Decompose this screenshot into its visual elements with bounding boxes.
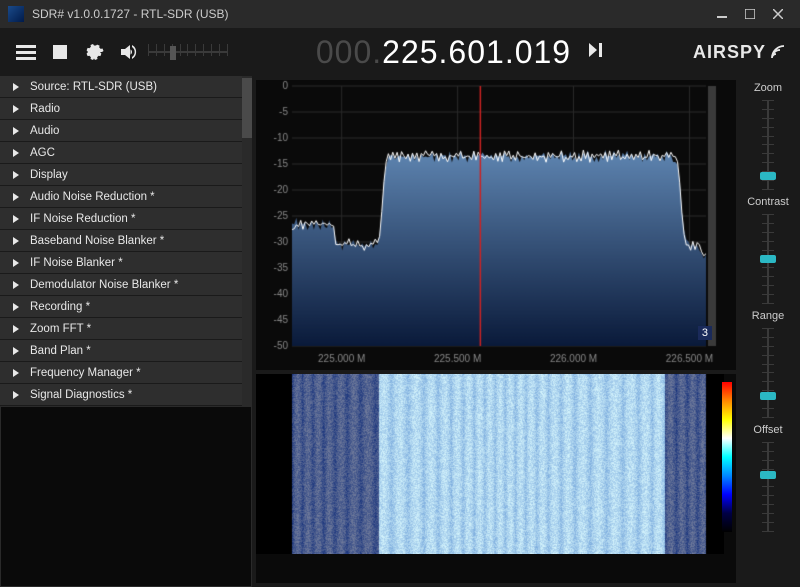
app-icon (8, 6, 24, 22)
spectrum-marker-label: 3 (698, 326, 712, 340)
panel-item-label: Audio Noise Reduction * (30, 191, 155, 203)
sidebar: Source: RTL-SDR (USB) Radio Audio AGC Displa… (0, 76, 252, 587)
brand-logo: AIRSPY (693, 42, 788, 63)
expand-icon (12, 391, 20, 399)
frequency-display[interactable]: 000.225.601.019 (316, 34, 571, 71)
panel-item[interactable]: Demodulator Noise Blanker * (0, 274, 242, 296)
panel-item[interactable]: Zoom FFT * (0, 318, 242, 340)
panel-item-label: Recording * (30, 301, 90, 313)
settings-button[interactable] (80, 38, 108, 66)
zoom-slider[interactable] (756, 96, 780, 194)
waterfall-colorbar (722, 382, 732, 532)
panel-item-label: Radio (30, 103, 60, 115)
panel-item-label: AGC (30, 147, 55, 159)
panel-item-label: Display (30, 169, 68, 181)
panel-item-label: Audio (30, 125, 59, 137)
expand-icon (12, 369, 20, 377)
offset-slider[interactable] (756, 438, 780, 536)
panel-item[interactable]: Audio Noise Reduction * (0, 186, 242, 208)
stop-button[interactable] (46, 38, 74, 66)
waterfall-display[interactable] (256, 374, 736, 583)
expand-icon (12, 149, 20, 157)
sidebar-scrollbar[interactable] (242, 76, 252, 406)
panel-item[interactable]: Recording * (0, 296, 242, 318)
slider-label: Offset (753, 424, 782, 436)
panel-item-label: Signal Diagnostics * (30, 389, 132, 401)
panel-item[interactable]: Source: RTL-SDR (USB) (0, 76, 242, 98)
expand-icon (12, 215, 20, 223)
panel-item[interactable]: Display (0, 164, 242, 186)
panel-item[interactable]: IF Noise Blanker * (0, 252, 242, 274)
panel-item[interactable]: Band Plan * (0, 340, 242, 362)
panel-item-label: Demodulator Noise Blanker * (30, 279, 178, 291)
expand-icon (12, 127, 20, 135)
close-button[interactable] (764, 4, 792, 24)
panel-list: Source: RTL-SDR (USB) Radio Audio AGC Displa… (0, 76, 242, 406)
minimize-button[interactable] (708, 4, 736, 24)
spectrum-display[interactable]: 3 (256, 80, 736, 370)
panel-item-label: Zoom FFT * (30, 323, 91, 335)
panel-item[interactable]: Radio (0, 98, 242, 120)
slider-group: Offset (753, 424, 782, 536)
volume-button[interactable] (114, 38, 142, 66)
expand-icon (12, 347, 20, 355)
maximize-button[interactable] (736, 4, 764, 24)
expand-icon (12, 259, 20, 267)
titlebar: SDR# v1.0.0.1727 - RTL-SDR (USB) (0, 0, 800, 28)
expand-icon (12, 83, 20, 91)
expand-icon (12, 237, 20, 245)
expand-icon (12, 105, 20, 113)
slider-label: Range (752, 310, 784, 322)
panel-item[interactable]: IF Noise Reduction * (0, 208, 242, 230)
panel-item-label: Source: RTL-SDR (USB) (30, 81, 157, 93)
step-forward-button[interactable] (587, 41, 605, 64)
menu-button[interactable] (12, 38, 40, 66)
panel-item[interactable]: Audio (0, 120, 242, 142)
panel-item[interactable]: Frequency Manager * (0, 362, 242, 384)
toolbar: 000.225.601.019 AIRSPY (0, 28, 800, 76)
slider-group: Zoom (754, 82, 782, 194)
window-title: SDR# v1.0.0.1727 - RTL-SDR (USB) (32, 7, 708, 21)
slider-label: Contrast (747, 196, 789, 208)
panel-item[interactable]: Baseband Noise Blanker * (0, 230, 242, 252)
expand-icon (12, 281, 20, 289)
range-slider[interactable] (756, 324, 780, 422)
expand-icon (12, 171, 20, 179)
panel-item[interactable]: AGC (0, 142, 242, 164)
right-slider-bar: Zoom Contrast Range Offset (736, 76, 800, 587)
contrast-slider[interactable] (756, 210, 780, 308)
sidebar-empty-area (0, 406, 252, 587)
panel-item-label: Frequency Manager * (30, 367, 141, 379)
slider-group: Contrast (747, 196, 789, 308)
panel-item[interactable]: Signal Diagnostics * (0, 384, 242, 406)
slider-label: Zoom (754, 82, 782, 94)
panel-item-label: Band Plan * (30, 345, 91, 357)
panel-item-label: IF Noise Reduction * (30, 213, 135, 225)
slider-group: Range (752, 310, 784, 422)
panel-item-label: Baseband Noise Blanker * (30, 235, 164, 247)
volume-slider[interactable] (148, 38, 228, 66)
expand-icon (12, 325, 20, 333)
panel-item-label: IF Noise Blanker * (30, 257, 123, 269)
expand-icon (12, 303, 20, 311)
expand-icon (12, 193, 20, 201)
